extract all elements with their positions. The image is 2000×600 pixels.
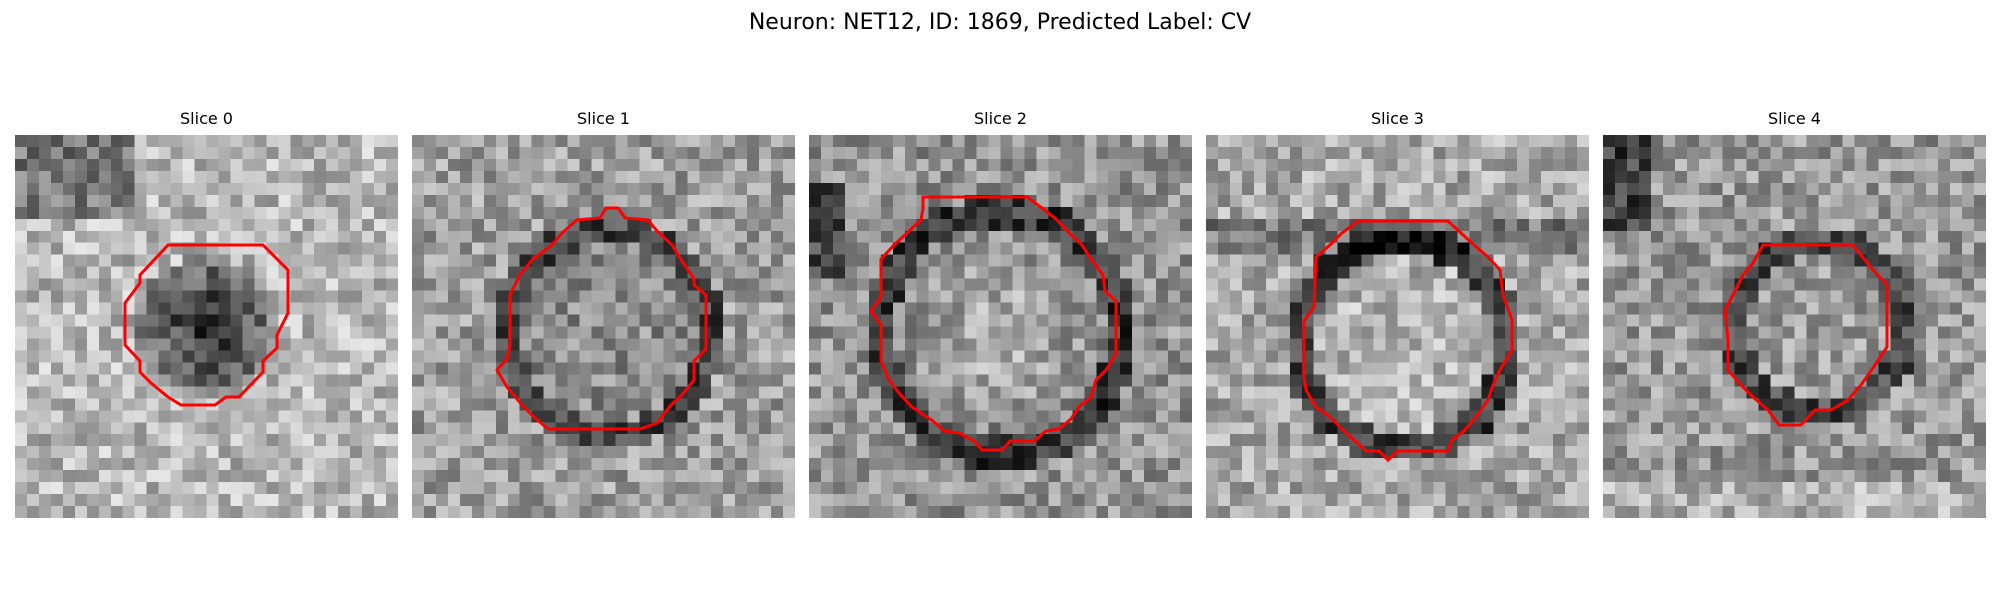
slice-3-image [1206, 135, 1589, 518]
slice-2-title: Slice 2 [974, 109, 1027, 128]
slice-1-contour [495, 206, 708, 431]
slice-1-title: Slice 1 [577, 109, 630, 128]
slice-3-contour [1302, 219, 1514, 463]
slice-2-contour [869, 195, 1118, 452]
slice-4-image [1603, 135, 1986, 518]
slice-4-title: Slice 4 [1768, 109, 1821, 128]
slice-0-title: Slice 0 [180, 109, 233, 128]
slice-2-image [809, 135, 1192, 518]
slice-1-image [412, 135, 795, 518]
slice-0-contour [123, 243, 290, 407]
slice-0-image [15, 135, 398, 518]
slice-4-contour [1723, 243, 1889, 427]
figure-title: Neuron: NET12, ID: 1869, Predicted Label… [748, 10, 1252, 35]
slice-3-title: Slice 3 [1371, 109, 1424, 128]
